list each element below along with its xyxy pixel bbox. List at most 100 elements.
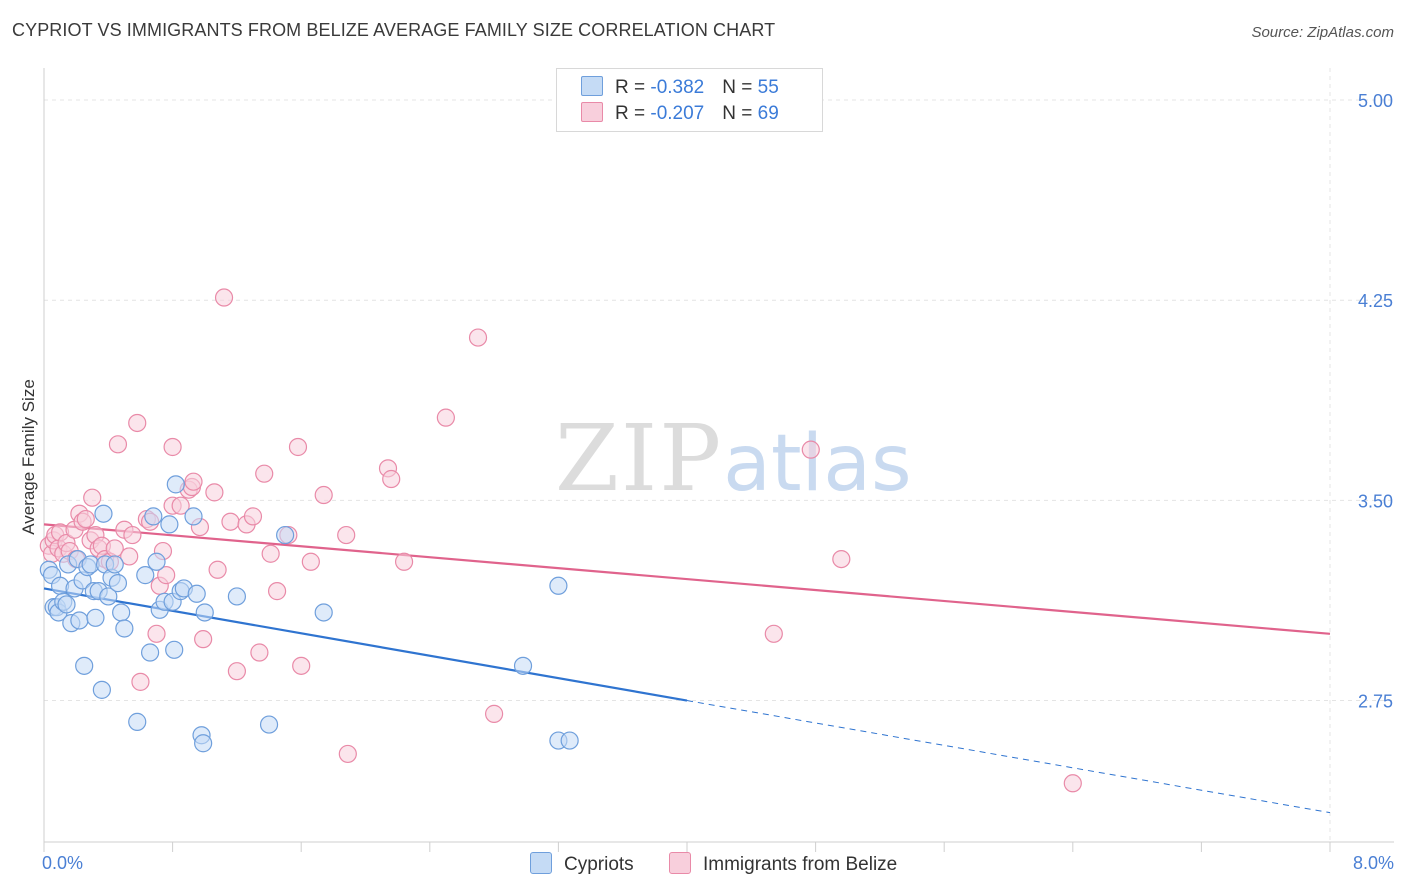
belize-point	[184, 472, 203, 491]
legend-item-cypriots: Cypriots	[530, 852, 634, 876]
trend-line-cypriots-extension	[686, 700, 1331, 814]
belize-point	[243, 507, 263, 526]
belize-point	[108, 435, 128, 454]
belize-point	[485, 704, 504, 723]
cypriot-point	[166, 475, 185, 494]
series-cypriots-points	[39, 475, 579, 753]
watermark: ZIPatlas	[555, 405, 912, 512]
belize-point	[131, 672, 150, 691]
y-tick-label: 3.50	[1358, 491, 1393, 511]
belize-point	[261, 544, 280, 563]
belize-point	[120, 547, 139, 566]
cypriot-point	[136, 566, 155, 585]
legend-row-cypriots: R = -0.382 N = 55	[581, 76, 779, 100]
belize-point	[301, 552, 320, 571]
belize-point	[205, 483, 224, 502]
belize-point	[157, 566, 176, 585]
cypriot-point	[94, 504, 113, 523]
legend-swatch	[668, 852, 691, 874]
cypriot-point	[57, 595, 76, 614]
cypriot-point	[227, 587, 246, 606]
chart-source: Source: ZipAtlas.com	[1251, 24, 1394, 41]
legend-row-belize: R = -0.207 N = 69	[581, 102, 779, 126]
belize-point	[832, 549, 851, 569]
legend-r-value: -0.207	[650, 103, 705, 124]
trend-line-belize	[43, 523, 1331, 635]
stats-legend: R = -0.382 N = 55 R = -0.207 N = 69	[556, 68, 823, 132]
cypriot-point	[115, 619, 134, 638]
legend-label: Immigrants from Belize	[702, 854, 898, 875]
series-legend: Cypriots Immigrants from Belize	[530, 852, 927, 876]
belize-point	[171, 496, 190, 515]
belize-point	[76, 509, 95, 529]
cypriot-point	[195, 603, 214, 622]
cypriot-point	[112, 603, 131, 622]
belize-point	[314, 485, 333, 505]
belize-point	[227, 662, 246, 681]
legend-swatch-cypriots	[581, 76, 603, 96]
cypriot-point	[92, 680, 111, 699]
cypriot-point	[259, 715, 279, 734]
belize-point	[292, 656, 311, 675]
y-tick-label: 5.00	[1358, 91, 1393, 111]
cypriot-point	[276, 525, 295, 545]
y-tick-labels: 2.75 3.50 4.25 5.00	[1358, 91, 1393, 712]
belize-point	[83, 488, 102, 507]
legend-swatch-belize	[581, 102, 603, 122]
chart-title: CYPRIOT VS IMMIGRANTS FROM BELIZE AVERAG…	[12, 20, 776, 40]
legend-n-label: N =	[722, 77, 758, 98]
cypriot-point	[165, 640, 184, 659]
legend-n-label: N =	[722, 103, 758, 124]
x-tick-label: 8.0%	[1353, 853, 1394, 873]
cypriot-point	[70, 611, 89, 630]
cypriot-point	[160, 515, 179, 534]
watermark-zip: ZIP	[555, 405, 724, 512]
belize-point	[468, 328, 488, 347]
cypriot-point	[147, 552, 166, 571]
cypriot-point	[144, 507, 163, 526]
cypriot-point	[187, 584, 206, 603]
legend-r-value: -0.382	[650, 77, 705, 98]
belize-point	[764, 624, 783, 643]
belize-point	[163, 437, 182, 457]
cypriot-point	[86, 608, 105, 627]
cypriot-point	[314, 603, 333, 622]
legend-n-value: 69	[757, 103, 779, 124]
cypriot-point	[140, 643, 160, 662]
belize-point	[337, 525, 356, 545]
belize-point	[338, 744, 357, 764]
belize-point	[1063, 774, 1082, 793]
belize-point	[208, 560, 227, 579]
cypriot-point	[128, 712, 147, 731]
cypriot-point	[194, 734, 213, 753]
belize-point	[147, 624, 166, 643]
cypriot-point	[184, 507, 203, 526]
belize-point	[436, 408, 455, 427]
y-axis-label: Average Family Size	[19, 379, 38, 535]
belize-point	[123, 525, 142, 545]
belize-point	[194, 630, 213, 649]
cypriot-point	[105, 555, 124, 574]
legend-r-label: R =	[615, 103, 651, 124]
legend-r-label: R =	[615, 77, 651, 98]
cypriot-point	[108, 574, 128, 593]
belize-point	[214, 288, 234, 307]
legend-swatch	[530, 852, 552, 874]
legend-label: Cypriots	[564, 854, 634, 875]
legend-n-value: 55	[757, 77, 779, 98]
belize-point	[255, 464, 274, 483]
cypriot-point	[75, 656, 94, 675]
watermark-atlas: atlas	[723, 419, 912, 509]
grid-lines	[44, 68, 1394, 842]
belize-point	[382, 469, 401, 489]
x-ticks	[43, 842, 1331, 852]
x-tick-labels: 0.0% 8.0%	[42, 853, 1394, 873]
belize-point	[267, 582, 287, 601]
cypriot-point	[549, 576, 568, 595]
cypriot-point	[99, 587, 118, 606]
y-tick-label: 4.25	[1358, 291, 1393, 311]
belize-point	[801, 440, 820, 459]
y-tick-label: 2.75	[1358, 692, 1393, 712]
axes	[43, 68, 1394, 843]
